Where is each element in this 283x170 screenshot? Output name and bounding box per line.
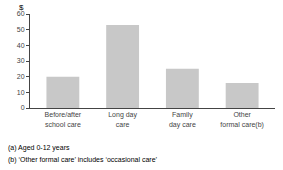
svg-text:40: 40 [17,42,25,49]
svg-text:(a) Aged 0-12 years: (a) Aged 0-12 years [8,144,70,152]
svg-text:30: 30 [17,57,25,64]
svg-text:60: 60 [17,10,25,17]
svg-text:$: $ [19,3,24,12]
svg-text:(b) ‘Other formal care’ includ: (b) ‘Other formal care’ includes ‘occasi… [8,156,158,164]
svg-text:10: 10 [17,89,25,96]
svg-text:20: 20 [17,73,25,80]
svg-text:Long daycare: Long daycare [108,111,137,127]
svg-text:0: 0 [21,104,25,111]
svg-text:50: 50 [17,26,25,33]
svg-text:Otherformal care(b): Otherformal care(b) [220,111,264,128]
svg-text:Familyday care: Familyday care [169,111,196,128]
svg-text:Before/afterschool care: Before/afterschool care [45,111,82,127]
